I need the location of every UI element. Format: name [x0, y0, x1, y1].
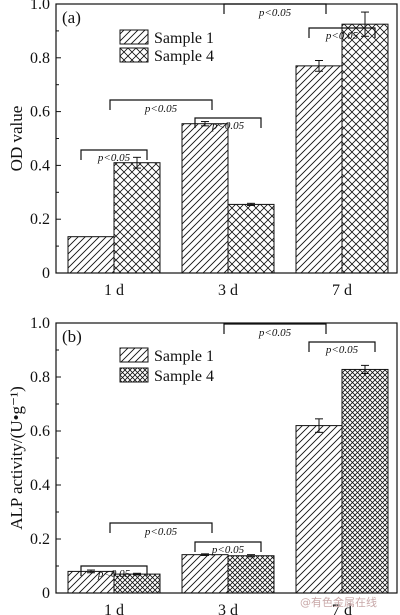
x-tick-label: 7 d [332, 282, 352, 299]
legend-swatch [119, 29, 149, 45]
bar-sample-4-7d [341, 23, 389, 274]
legend-swatch [119, 47, 149, 63]
y-tick-label: 0.8 [30, 369, 50, 386]
legend-label: Sample 4 [154, 48, 214, 65]
panel-label: (b) [62, 327, 82, 346]
y-tick-label: 1.0 [30, 0, 50, 13]
significance-label: p<0.05 [97, 568, 131, 580]
significance-bracket [109, 99, 213, 110]
significance-bracket [223, 3, 327, 14]
x-tick-label: 3 d [218, 282, 238, 299]
panel-b-chart: 0 0.2 0.4 0.6 0.8 1.0 ALP activity/(U•g⁻¹) (b) 1… [7, 315, 398, 615]
y-tick-label: 0.2 [30, 211, 50, 228]
y-tick-label: 0.4 [30, 477, 50, 494]
watermark-text: @有色金属在线 [300, 595, 377, 609]
bar-sample-4-3d [227, 203, 275, 274]
panel-label: (a) [62, 8, 81, 27]
significance-label: p<0.05 [144, 103, 178, 115]
y-axis-title: ALP activity/(U•g⁻¹) [7, 386, 26, 530]
x-tick-label: 1 d [104, 602, 124, 615]
y-tick-label: 0 [42, 585, 50, 602]
bar-sample-1-1d [67, 236, 115, 274]
significance-bracket [194, 117, 262, 128]
bar-sample-1-7d [295, 425, 343, 594]
significance-label: p<0.05 [97, 152, 131, 164]
y-tick-label: 0.8 [30, 50, 50, 67]
bar-sample-4-3d [227, 555, 275, 594]
y-tick-label: 0.6 [30, 423, 50, 440]
x-tick-label: 1 d [104, 282, 124, 299]
significance-label: p<0.05 [211, 120, 245, 132]
significance-bracket [194, 541, 262, 552]
significance-label: p<0.05 [258, 327, 292, 339]
legend-label: Sample 4 [154, 368, 214, 385]
y-axis-title: OD value [7, 106, 26, 172]
panel-a-chart: 0 0.2 0.4 0.6 0.8 1.0 OD value (a) 1 d 3 d 7 d Samp… [7, 0, 398, 299]
bar-sample-4-7d [341, 368, 389, 594]
significance-label: p<0.05 [144, 526, 178, 538]
legend-label: Sample 1 [154, 348, 214, 365]
x-tick-label: 7 d [332, 602, 352, 615]
y-tick-label: 0 [42, 265, 50, 282]
bar-sample-1-7d [295, 65, 343, 274]
legend-swatch [119, 347, 149, 363]
y-tick-label: 0.6 [30, 104, 50, 121]
significance-bracket [109, 522, 213, 533]
significance-bracket [223, 323, 327, 334]
legend-swatch [119, 367, 149, 383]
significance-label: p<0.05 [258, 7, 292, 19]
significance-bracket [80, 565, 148, 576]
significance-bracket [308, 27, 376, 38]
significance-label: p<0.05 [211, 544, 245, 556]
significance-bracket [308, 341, 376, 352]
bar-sample-1-3d [181, 123, 229, 274]
y-tick-label: 0.4 [30, 157, 50, 174]
bar-sample-4-1d [113, 162, 161, 274]
legend-label: Sample 1 [154, 30, 214, 47]
significance-label: p<0.05 [325, 30, 359, 42]
y-tick-label: 1.0 [30, 315, 50, 332]
significance-bracket [80, 149, 148, 160]
bar-sample-1-3d [181, 554, 229, 594]
x-tick-label: 3 d [218, 602, 238, 615]
significance-label: p<0.05 [325, 344, 359, 356]
y-tick-label: 0.2 [30, 531, 50, 548]
